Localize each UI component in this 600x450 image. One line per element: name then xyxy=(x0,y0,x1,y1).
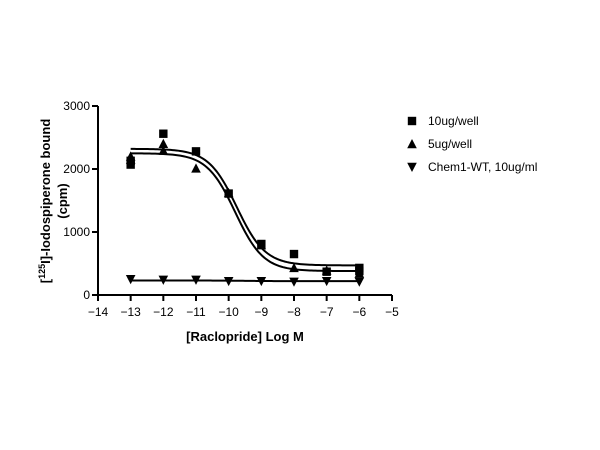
legend-triangle-up-marker xyxy=(407,139,417,149)
data-point-triangle-up-marker xyxy=(191,163,201,173)
x-tick-label: −14 xyxy=(88,305,109,319)
data-point-square-marker xyxy=(191,147,201,156)
data-point-triangle-down-marker xyxy=(125,275,136,285)
legend-label: 10ug/well xyxy=(428,114,479,128)
x-tick-label: −5 xyxy=(385,305,399,319)
x-tick-label: −9 xyxy=(254,305,268,319)
data-point-triangle-down-marker xyxy=(354,277,365,287)
data-point-triangle-down-marker xyxy=(191,275,201,285)
y-axis-title-line2: (cpm) xyxy=(55,183,70,218)
y-axis-title: [125I]-Iodospiperone bound xyxy=(37,119,53,284)
data-point-triangle-down-marker xyxy=(321,276,332,287)
y-tick-label: 0 xyxy=(83,288,90,302)
data-point-square-marker xyxy=(289,249,299,259)
data-point-triangle-up-marker xyxy=(289,262,299,273)
x-tick-label: −13 xyxy=(120,305,141,319)
legend-label: Chem1-WT, 10ug/ml xyxy=(428,160,537,174)
y-axis-title-open: [ xyxy=(38,278,53,283)
y-tick-label: 1000 xyxy=(63,225,90,239)
x-tick-label: −7 xyxy=(320,305,334,319)
data-point-triangle-up-marker xyxy=(256,240,267,250)
data-points xyxy=(125,129,365,287)
x-tick-label: −10 xyxy=(218,305,239,319)
legend-triangle-down-marker xyxy=(407,162,417,172)
y-tick-label: 2000 xyxy=(63,162,90,176)
axes: 0 1000 2000 3000 −14 −13 −12 −11 −10 −9 −8 −7 −6 −5 xyxy=(63,99,399,319)
data-point-square-marker xyxy=(159,129,168,138)
data-point-triangle-up-marker xyxy=(158,138,169,148)
data-point-triangle-up-marker xyxy=(223,187,234,198)
data-point-triangle-down-marker xyxy=(158,275,169,285)
legend-label: 5ug/well xyxy=(428,137,472,151)
x-axis-title: [Raclopride] Log M xyxy=(186,329,304,344)
data-point-triangle-down-marker xyxy=(256,276,267,287)
y-axis-title-rest: I]-Iodospiperone bound xyxy=(38,119,53,264)
y-axis-title-sup: 125 xyxy=(37,264,47,279)
data-point-triangle-up-marker xyxy=(158,145,169,155)
x-tick-label: −8 xyxy=(287,305,301,319)
data-point-triangle-down-marker xyxy=(289,277,299,287)
fit-curve-series-2 xyxy=(130,152,360,273)
data-point-triangle-up-marker xyxy=(125,151,136,161)
fit-curve-series-3 xyxy=(130,279,360,283)
x-tick-label: −6 xyxy=(352,305,366,319)
data-point-triangle-down-marker xyxy=(223,276,234,287)
x-tick-label: −11 xyxy=(186,305,206,319)
fit-curve-series-1 xyxy=(130,147,360,267)
data-point-triangle-up-marker xyxy=(354,268,365,278)
x-tick-label: −12 xyxy=(153,305,174,319)
legend: 10ug/well 5ug/well Chem1-WT, 10ug/ml xyxy=(407,114,537,174)
y-tick-label: 3000 xyxy=(63,99,90,113)
fit-curves xyxy=(130,147,360,283)
legend-square-marker xyxy=(407,116,417,126)
data-point-triangle-up-marker xyxy=(321,265,332,275)
